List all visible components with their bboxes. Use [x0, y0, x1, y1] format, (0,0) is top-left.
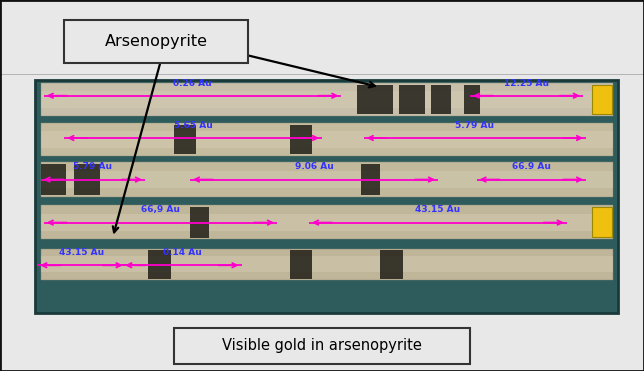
Text: 5.79 Au: 5.79 Au — [73, 162, 112, 171]
Text: 0.26 Au: 0.26 Au — [173, 79, 212, 88]
Bar — [190, 207, 209, 237]
Bar — [464, 85, 480, 114]
Bar — [592, 85, 612, 114]
Bar — [41, 214, 613, 231]
Bar — [41, 171, 613, 188]
Text: 0.14 Au: 0.14 Au — [162, 248, 202, 257]
Text: 66,9 Au: 66,9 Au — [141, 206, 180, 214]
Text: 12.25 Au: 12.25 Au — [504, 79, 549, 88]
Bar — [399, 85, 425, 114]
Bar — [41, 131, 613, 148]
Bar — [41, 164, 66, 195]
Bar — [357, 85, 393, 114]
Bar — [290, 250, 312, 279]
Text: Arsenopyrite: Arsenopyrite — [105, 34, 207, 49]
Bar — [174, 328, 470, 364]
Bar — [290, 125, 312, 154]
Text: 9.06 Au: 9.06 Au — [294, 162, 334, 171]
Bar — [361, 164, 380, 195]
Bar — [174, 125, 196, 154]
Bar — [41, 205, 613, 239]
Bar — [74, 164, 100, 195]
Bar — [148, 250, 171, 279]
Bar — [380, 250, 402, 279]
Text: 5.65 Au: 5.65 Au — [174, 121, 213, 130]
Bar — [35, 80, 618, 313]
Bar — [592, 207, 612, 237]
Text: 5.79 Au: 5.79 Au — [455, 121, 495, 130]
Bar — [41, 249, 613, 280]
Bar — [41, 256, 613, 272]
Bar — [64, 20, 248, 63]
Text: 43.15 Au: 43.15 Au — [59, 248, 104, 257]
Bar — [431, 85, 451, 114]
Bar — [41, 162, 613, 197]
Text: 43.15 Au: 43.15 Au — [415, 206, 460, 214]
Text: 66.9 Au: 66.9 Au — [512, 162, 551, 171]
Bar — [41, 91, 613, 108]
Bar — [41, 123, 613, 156]
Bar — [41, 83, 613, 116]
Text: Visible gold in arsenopyrite: Visible gold in arsenopyrite — [222, 338, 422, 354]
